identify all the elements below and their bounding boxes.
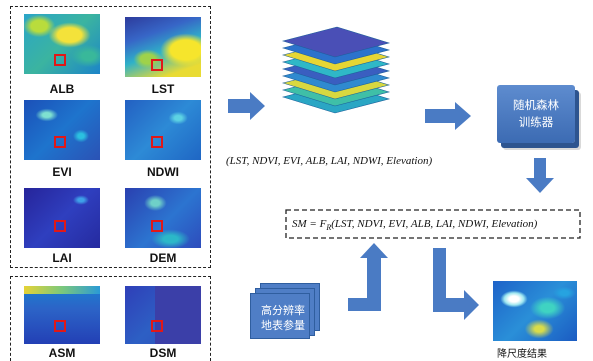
alb-label: ALB — [49, 82, 75, 96]
lai-label: LAI — [52, 251, 72, 265]
model-title-line2: 训练器 — [518, 117, 554, 129]
sample-marker — [54, 136, 66, 148]
sample-marker — [54, 320, 66, 332]
hires-line2: 地表参量 — [261, 320, 305, 332]
dsm-dark-region — [155, 286, 201, 344]
model-formula: SM = FR(LST, NDVI, EVI, ALB, LAI, NDWI, … — [292, 218, 537, 232]
model-formula-rhs: (LST, NDVI, EVI, ALB, LAI, NDWI, Elevati… — [331, 218, 538, 230]
input-variables-group — [10, 6, 211, 268]
arrow-formula-to-result — [433, 248, 479, 320]
alb-map — [24, 14, 100, 74]
random-forest-trainer: 随机森林 训练器 — [497, 85, 575, 143]
model-title-line1: 随机森林 — [513, 100, 559, 112]
asm-label: ASM — [48, 346, 76, 360]
asm-highlight — [24, 286, 100, 294]
model-formula-subscript: R — [326, 223, 332, 233]
ndwi-label: NDWI — [147, 165, 179, 179]
hires-params-label: 高分辨率 地表参量 — [251, 304, 315, 334]
downscaled-result-map — [493, 281, 577, 341]
evi-map — [24, 100, 100, 160]
dsm-map — [125, 286, 201, 344]
asm-map — [24, 286, 100, 344]
hires-line1: 高分辨率 — [261, 305, 305, 317]
arrow-model-to-formula — [526, 158, 554, 193]
evi-label: EVI — [52, 165, 72, 179]
arrow-inputs-to-stack — [228, 92, 265, 120]
arrow-hires-to-formula — [348, 243, 388, 311]
sample-marker — [151, 136, 163, 148]
sample-marker — [54, 54, 66, 66]
sample-marker — [151, 59, 163, 71]
sample-marker — [54, 220, 66, 232]
sample-marker — [151, 220, 163, 232]
features-formula: (LST, NDVI, EVI, ALB, LAI, NDWI, Elevati… — [226, 155, 433, 167]
dem-label: DEM — [149, 251, 177, 265]
hires-doc-front — [250, 293, 310, 339]
soil-moisture-group — [10, 276, 211, 361]
dsm-label: DSM — [149, 346, 177, 360]
dem-map — [125, 188, 201, 248]
lst-label: LST — [151, 82, 175, 96]
sample-marker — [151, 320, 163, 332]
lai-map — [24, 188, 100, 248]
model-formula-box — [285, 209, 581, 239]
model-formula-lhs: SM = F — [292, 218, 327, 230]
result-label: 降尺度结果 — [497, 349, 547, 360]
arrow-stack-to-model — [425, 102, 471, 130]
layer-stack — [281, 26, 391, 114]
ndwi-map — [125, 100, 201, 160]
lst-map — [125, 17, 201, 77]
